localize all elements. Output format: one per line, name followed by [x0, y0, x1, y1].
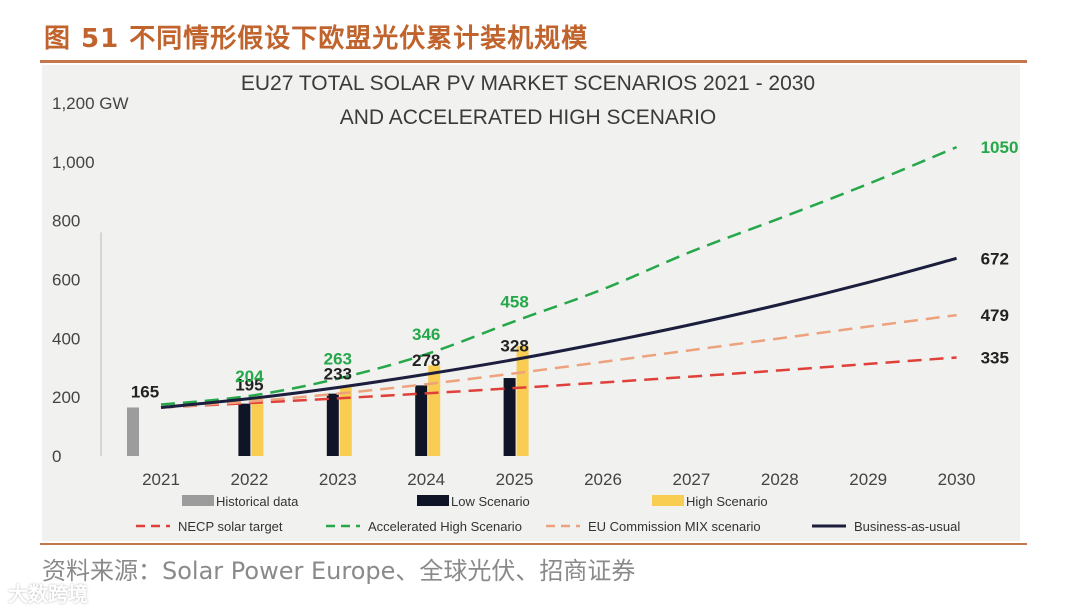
y-axis: 0 200 400 600 800 1,000 1,200 GW — [52, 94, 129, 466]
data-label: 263 — [324, 350, 352, 369]
line-eu-commission-mix-scenario — [160, 313, 957, 409]
bar-historical-data-2021 — [127, 407, 139, 456]
legend-swatch-high-scenario — [652, 495, 684, 506]
source-note: 资料来源：Solar Power Europe、全球光伏、招商证券 — [42, 557, 636, 585]
y-tick-label: 800 — [52, 212, 80, 231]
legend-label-business-as-usual: Business-as-usual — [854, 519, 960, 534]
x-tick-label: 2023 — [319, 470, 357, 489]
bar-low-scenario-2024 — [415, 385, 428, 456]
watermark-logo: 大数跨境 — [8, 582, 88, 606]
data-label: 458 — [500, 292, 528, 311]
legend-swatch-historical-data — [182, 495, 214, 506]
y-tick-label: 600 — [52, 271, 80, 290]
line-accelerated-high-scenario — [160, 145, 958, 406]
x-axis: 2021 2022 2023 2024 2025 2026 2027 2028 2029 2030 — [142, 470, 975, 489]
x-tick-label: 2028 — [761, 470, 799, 489]
data-labels: 165 195 233 278 328 204 263 346 458 1050 672 479 335 — [131, 138, 1019, 401]
y-tick-label: 1,200 GW — [52, 94, 129, 113]
line-business-as-usual — [160, 256, 957, 409]
data-label: 195 — [235, 376, 263, 395]
data-label: 233 — [324, 364, 352, 383]
figure-title: 图 51 不同情形假设下欧盟光伏累计装机规模 — [44, 24, 589, 54]
x-tick-label: 2025 — [496, 470, 534, 489]
bar-low-scenario-2023 — [326, 393, 339, 456]
data-label: 672 — [981, 249, 1009, 268]
chart-svg: EU27 TOTAL SOLAR PV MARKET SCENARIOS 202… — [52, 72, 1019, 534]
data-label: 335 — [981, 348, 1009, 367]
data-label: 346 — [412, 325, 440, 344]
legend-label-accelerated-high-scenario: Accelerated High Scenario — [368, 519, 522, 534]
legend: Historical data Low Scenario High Scenario… — [136, 494, 960, 534]
y-tick-label: 0 — [52, 447, 61, 466]
y-tick-label: 1,000 — [52, 153, 95, 172]
chart-subtitle: AND ACCELERATED HIGH SCENARIO — [340, 106, 717, 129]
legend-swatch-low-scenario — [417, 495, 449, 506]
x-tick-label: 2027 — [672, 470, 710, 489]
data-label: 328 — [500, 337, 528, 356]
x-tick-label: 2029 — [849, 470, 887, 489]
bar-high-scenario-2023 — [339, 387, 352, 456]
bar-high-scenario-2022 — [251, 398, 264, 456]
title-divider — [40, 60, 1027, 63]
x-tick-label: 2021 — [142, 470, 180, 489]
legend-label-eu-commission-mix-scenario: EU Commission MIX scenario — [588, 519, 761, 534]
data-label: 1050 — [981, 138, 1019, 157]
source-divider — [40, 543, 1027, 545]
legend-label-necp-solar-target: NECP solar target — [178, 519, 283, 534]
line-series — [160, 145, 958, 409]
x-tick-label: 2022 — [230, 470, 268, 489]
data-label: 204 — [235, 367, 264, 386]
bar-high-scenario-2024 — [428, 365, 441, 456]
legend-label-low-scenario: Low Scenario — [451, 494, 530, 509]
bar-high-scenario-2025 — [516, 345, 529, 456]
legend-label-historical-data: Historical data — [216, 494, 299, 509]
data-label: 165 — [131, 382, 159, 401]
chart-panel: EU27 TOTAL SOLAR PV MARKET SCENARIOS 202… — [42, 65, 1020, 541]
bar-low-scenario-2025 — [503, 378, 516, 456]
bar-low-scenario-2022 — [238, 403, 251, 456]
y-tick-label: 400 — [52, 329, 80, 348]
line-necp-solar-target — [160, 356, 957, 409]
x-tick-label: 2030 — [938, 470, 976, 489]
x-tick-label: 2026 — [584, 470, 622, 489]
data-label: 479 — [981, 306, 1009, 325]
x-tick-label: 2024 — [407, 470, 445, 489]
y-tick-label: 200 — [52, 388, 80, 407]
data-label: 278 — [412, 351, 440, 370]
legend-label-high-scenario: High Scenario — [686, 494, 768, 509]
chart-title: EU27 TOTAL SOLAR PV MARKET SCENARIOS 202… — [241, 72, 815, 95]
